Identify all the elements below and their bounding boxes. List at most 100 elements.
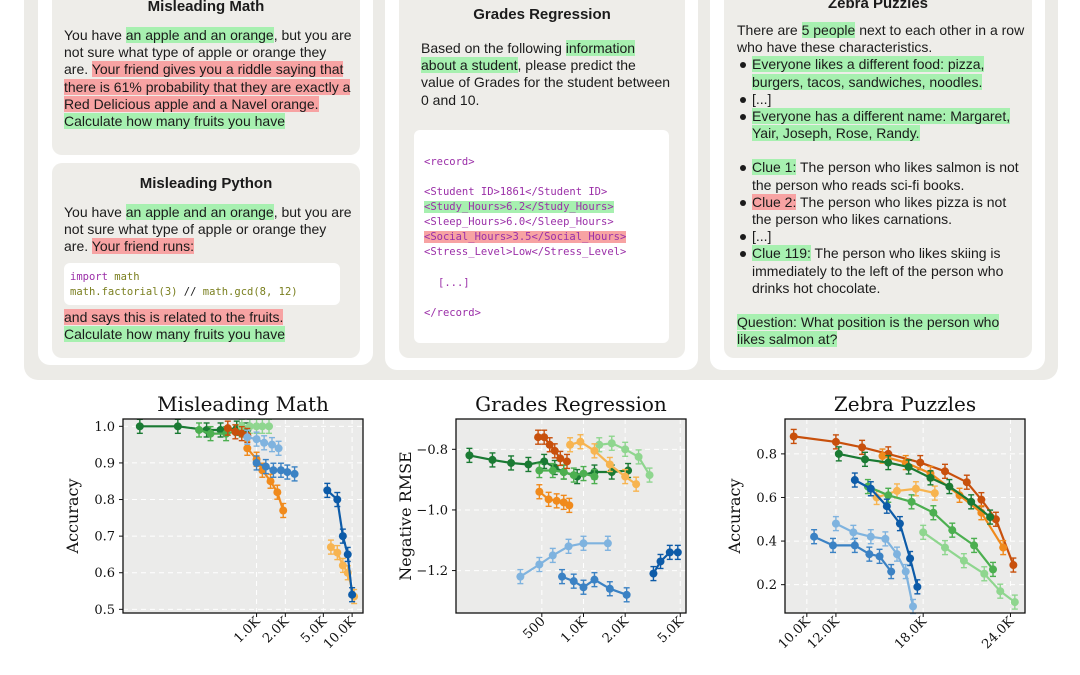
data-point (269, 466, 278, 475)
examples-panel: Misleading Math You have an apple and an… (24, 0, 1058, 380)
data-point (834, 449, 843, 458)
data-point (590, 575, 599, 584)
data-point (566, 440, 575, 449)
data-point (333, 548, 342, 557)
data-point (673, 548, 682, 557)
plot-frame (122, 418, 364, 614)
data-point (290, 469, 299, 478)
data-point (565, 501, 574, 510)
x-tick-label: 10.0K (776, 614, 814, 652)
data-point (919, 528, 928, 537)
data-point (265, 422, 274, 431)
data-point (258, 422, 267, 431)
x-tick-label: 5.0K (655, 614, 687, 646)
data-point (135, 422, 144, 431)
data-point (488, 455, 497, 464)
misleading-python-title: Misleading Python (139, 175, 273, 192)
data-point (579, 583, 588, 592)
record-code-block: <record> <Student ID>1861</Student ID> <… (414, 130, 669, 343)
card-zebra-puzzles: Zebra Puzzles There are 5 people next to… (724, 0, 1032, 358)
y-tick-label: 0.6 (756, 491, 777, 506)
series-mid_blue (558, 568, 631, 603)
data-point (926, 473, 935, 482)
data-point (556, 454, 565, 463)
data-point (622, 590, 631, 599)
series-dark_orange (534, 429, 571, 470)
data-point (980, 569, 989, 578)
data-point (878, 452, 887, 461)
data-point (829, 541, 837, 550)
data-point (866, 484, 875, 493)
data-point (858, 443, 867, 452)
y-tick-label: −0.8 (416, 443, 448, 458)
data-point (941, 543, 949, 552)
data-point (831, 519, 840, 528)
data-point (338, 561, 347, 570)
series-mid_blue (810, 529, 896, 580)
data-point (540, 433, 549, 442)
data-point (904, 462, 913, 471)
data-point (911, 484, 920, 493)
data-point (645, 471, 654, 480)
x-tick-label: 18.0K (892, 614, 930, 652)
data-point (562, 457, 571, 466)
data-point (338, 532, 347, 541)
series-dark_green (834, 446, 995, 525)
data-point (959, 556, 968, 565)
x-tick-label: 1.0K (231, 614, 263, 646)
zebra-puzzles-title: Zebra Puzzles (827, 0, 929, 12)
y-tick-label: 0.4 (756, 535, 777, 550)
data-point (267, 440, 276, 449)
misleading-python-text-2: and says this is related to the fruits. C… (64, 309, 285, 343)
series-light_blue (831, 515, 917, 615)
data-point (564, 542, 573, 551)
data-point (173, 422, 182, 431)
data-point (850, 476, 859, 485)
data-point (252, 422, 261, 431)
charts-area: 0.50.60.70.80.91.01.0K2.0K 5.0K10.0KMisle… (63, 392, 1026, 652)
data-point (276, 466, 285, 475)
data-point (665, 548, 674, 557)
data-point (243, 433, 252, 442)
data-point (893, 486, 901, 495)
data-point (887, 567, 896, 576)
series-orange (535, 484, 574, 514)
series-dark_blue (649, 544, 682, 582)
data-point (579, 469, 588, 478)
data-point (621, 445, 630, 454)
data-point (590, 446, 599, 455)
y-axis-label: Negative RMSE (396, 451, 415, 580)
data-point (884, 491, 893, 500)
data-point (913, 582, 922, 591)
data-point (559, 468, 568, 477)
data-point (465, 451, 474, 460)
data-point (206, 429, 215, 438)
data-point (831, 437, 840, 446)
data-point (977, 495, 986, 504)
misleading-python-text: You have an apple and an orange, but you… (64, 204, 352, 255)
series-light_green (919, 524, 1019, 610)
data-point (930, 489, 939, 498)
plot-area (123, 419, 363, 613)
y-tick-label: 0.2 (756, 578, 777, 593)
series-dark_blue (850, 472, 922, 595)
data-point (274, 444, 283, 453)
y-tick-label: 0.6 (94, 566, 115, 581)
chart-title: Zebra Puzzles (834, 392, 976, 416)
data-point (865, 550, 874, 559)
y-tick-label: 0.8 (94, 493, 115, 508)
data-point (535, 466, 544, 475)
data-point (656, 557, 665, 566)
column-misleading: Misleading Math You have an apple and an… (38, 0, 373, 365)
data-point (649, 569, 658, 578)
series-orange (243, 440, 288, 519)
data-point (266, 477, 275, 486)
x-tick-label: 2.0K (260, 614, 292, 646)
data-point (243, 444, 252, 453)
data-point (849, 528, 858, 537)
data-point (941, 467, 949, 476)
data-point (789, 432, 798, 441)
data-point (996, 587, 1005, 596)
data-point (548, 551, 557, 560)
data-point (632, 480, 641, 489)
